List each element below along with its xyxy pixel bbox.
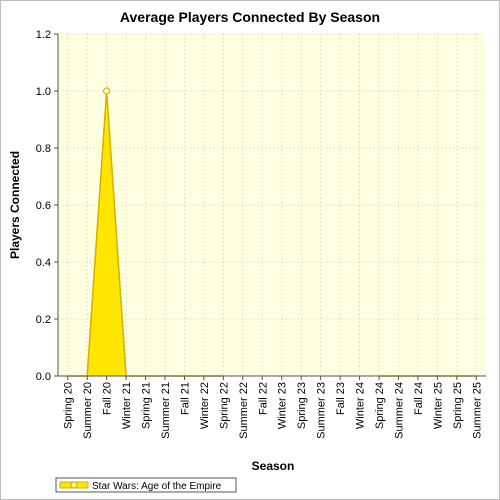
x-tick-label: Spring 24 — [374, 382, 386, 429]
y-tick-label: 1.0 — [36, 86, 51, 98]
x-tick-label: Winter 23 — [277, 382, 289, 429]
y-tick-label: 0.4 — [36, 257, 51, 269]
y-axis-ticks: 0.0 0.2 0.4 0.6 0.8 1.0 1.2 — [36, 29, 58, 383]
legend-label: Star Wars: Age of the Empire — [92, 481, 222, 492]
x-tick-label: Fall 20 — [102, 382, 114, 415]
y-tick-label: 0.0 — [36, 371, 51, 383]
legend-marker — [70, 481, 78, 489]
x-axis-label: Season — [252, 459, 295, 473]
x-tick-label: Spring 21 — [141, 382, 153, 429]
x-tick-label: Spring 20 — [63, 382, 75, 429]
x-tick-label: Summer 21 — [160, 382, 172, 439]
y-tick-label: 1.2 — [36, 29, 51, 41]
x-tick-label: Winter 22 — [199, 382, 211, 429]
x-tick-label: Summer 20 — [82, 382, 94, 439]
y-axis-label: Players Connected — [8, 151, 22, 259]
x-tick-label: Winter 21 — [121, 382, 133, 429]
y-tick-label: 0.6 — [36, 200, 51, 212]
legend-box — [55, 477, 237, 493]
legend: Star Wars: Age of the Empire — [55, 477, 237, 493]
x-tick-label: Winter 25 — [432, 382, 444, 429]
x-tick-label: Summer 23 — [316, 382, 328, 439]
x-tick-label: Fall 23 — [335, 382, 347, 415]
chart-title: Average Players Connected By Season — [120, 9, 380, 25]
x-axis-ticks: Spring 20 Summer 20 Fall 20 Winter 21 Spring… — [63, 376, 483, 439]
x-tick-label: Summer 22 — [238, 382, 250, 439]
x-tick-label: Summer 24 — [393, 382, 405, 439]
y-tick-label: 0.2 — [36, 314, 51, 326]
x-tick-label: Fall 22 — [257, 382, 269, 415]
x-tick-label: Winter 24 — [355, 382, 367, 429]
x-tick-label: Spring 22 — [218, 382, 230, 429]
y-tick-label: 0.8 — [36, 143, 51, 155]
x-tick-label: Spring 25 — [452, 382, 464, 429]
legend-symbol — [59, 481, 89, 489]
x-tick-label: Summer 25 — [471, 382, 483, 439]
x-tick-label: Fall 21 — [179, 382, 191, 415]
data-point — [103, 87, 111, 95]
x-tick-label: Fall 24 — [413, 382, 425, 415]
x-tick-label: Spring 23 — [296, 382, 308, 429]
